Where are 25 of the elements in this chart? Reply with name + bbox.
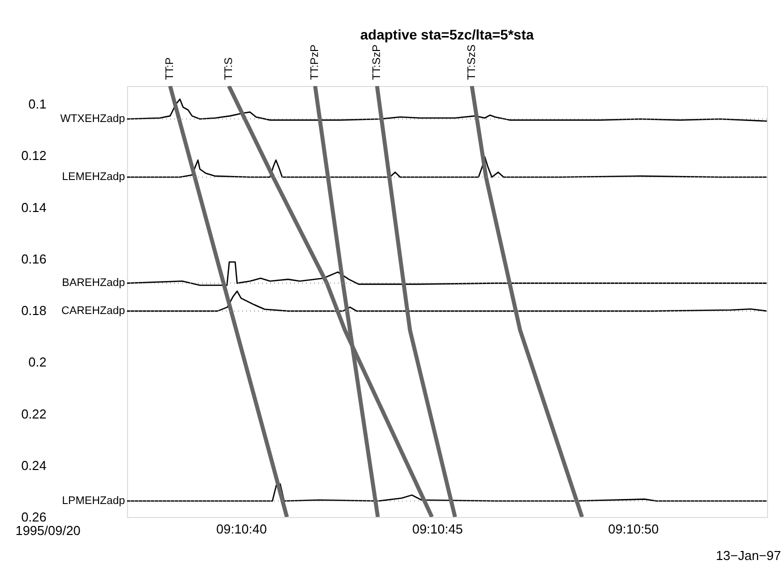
annotation: TT:P <box>164 57 176 80</box>
y-tick-label: 0.18 <box>21 303 46 318</box>
y-tick-label: 0.12 <box>21 148 46 164</box>
y-tick-label: 0.26 <box>21 510 46 524</box>
series-label: CAREHZadp <box>61 305 125 318</box>
series-label: BAREHZadp <box>62 277 125 290</box>
x-tick-label: 09:10:50 <box>608 522 659 536</box>
text: 13−Jan−97 <box>716 548 781 563</box>
text: 1995/09/20 <box>15 523 81 538</box>
x-tick-label: 09:10:40 <box>216 522 267 536</box>
x-tick-label: 09:10:45 <box>412 522 463 536</box>
y-tick-label: 0.1 <box>28 96 46 112</box>
y-tick-label: 0.14 <box>21 200 46 215</box>
series-label: WTXEHZadp <box>60 113 125 126</box>
annotation: TT:SzS <box>466 44 478 80</box>
y-tick-label: 0.16 <box>21 251 46 266</box>
annotation: TT:PzP <box>309 44 322 80</box>
y-tick-label: 0.2 <box>28 354 46 370</box>
y-tick-label: 0.24 <box>21 458 46 473</box>
series-label: LPMEHZadp <box>62 495 125 507</box>
annotation: TT:S <box>222 57 235 80</box>
series-label: LEMEHZadp <box>62 171 125 184</box>
y-tick-label: 0.22 <box>21 406 46 422</box>
annotation: TT:SzP <box>371 44 384 80</box>
chart-title: adaptive sta=5zc/lta=5*sta <box>360 26 534 43</box>
